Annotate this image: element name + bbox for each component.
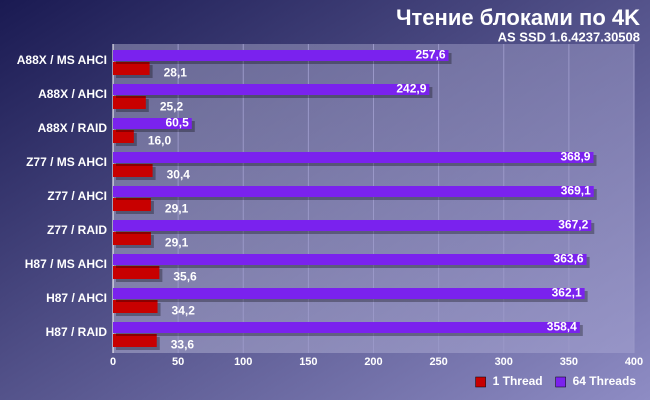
y-tick-label: A88X / RAID <box>38 121 108 135</box>
y-tick-label: A88X / MS AHCI <box>17 53 107 67</box>
legend-label: 64 Threads <box>573 374 637 388</box>
bar <box>113 334 157 347</box>
y-tick-label: H87 / MS AHCI <box>25 257 107 271</box>
bar <box>113 50 449 61</box>
value-label: 369,1 <box>561 184 591 198</box>
value-label: 257,6 <box>415 48 445 62</box>
bar <box>113 288 585 299</box>
y-tick-label: Z77 / MS AHCI <box>26 155 107 169</box>
value-label: 242,9 <box>396 82 426 96</box>
value-label: 34,2 <box>172 304 196 318</box>
x-tick-label: 100 <box>234 356 252 368</box>
value-label: 35,6 <box>173 270 197 284</box>
value-label: 28,1 <box>164 66 188 80</box>
bar <box>113 300 158 313</box>
chart-subtitle: AS SSD 1.6.4237.30508 <box>498 29 640 44</box>
bar <box>113 232 151 245</box>
x-tick-label: 400 <box>625 356 643 368</box>
bar <box>113 186 594 197</box>
legend-swatch <box>555 376 566 388</box>
value-label: 367,2 <box>558 218 588 232</box>
value-label: 29,1 <box>165 202 189 216</box>
y-tick-label: A88X / AHCI <box>38 87 107 101</box>
value-label: 33,6 <box>171 338 195 352</box>
x-tick-label: 250 <box>429 356 447 368</box>
bar <box>113 96 146 109</box>
bar <box>113 130 134 143</box>
x-tick-label: 0 <box>110 356 116 368</box>
legend-swatch <box>475 376 486 388</box>
bar <box>113 254 587 265</box>
x-tick-label: 350 <box>560 356 578 368</box>
value-label: 368,9 <box>560 150 590 164</box>
x-tick-label: 200 <box>364 356 382 368</box>
value-label: 60,5 <box>165 116 189 130</box>
value-label: 16,0 <box>148 134 172 148</box>
bar <box>113 220 592 231</box>
value-label: 363,6 <box>554 252 584 266</box>
value-label: 362,1 <box>552 286 582 300</box>
legend-label: 1 Thread <box>493 374 543 388</box>
value-label: 25,2 <box>160 100 184 114</box>
bar <box>113 62 150 75</box>
bar <box>113 266 160 279</box>
bar <box>113 84 430 95</box>
bar <box>113 198 151 211</box>
y-tick-label: H87 / AHCI <box>46 291 107 305</box>
x-tick-label: 150 <box>299 356 317 368</box>
bar <box>113 164 153 177</box>
bar <box>113 118 192 129</box>
value-label: 30,4 <box>167 168 191 182</box>
bar <box>113 152 594 163</box>
y-tick-label: H87 / RAID <box>46 325 108 339</box>
value-label: 358,4 <box>547 320 577 334</box>
x-tick-label: 300 <box>495 356 513 368</box>
value-label: 29,1 <box>165 236 189 250</box>
y-tick-label: Z77 / AHCI <box>47 189 107 203</box>
bar <box>113 322 580 333</box>
x-tick-label: 50 <box>172 356 184 368</box>
y-tick-label: Z77 / RAID <box>47 223 107 237</box>
chart-title: Чтение блоками по 4K <box>396 5 640 30</box>
